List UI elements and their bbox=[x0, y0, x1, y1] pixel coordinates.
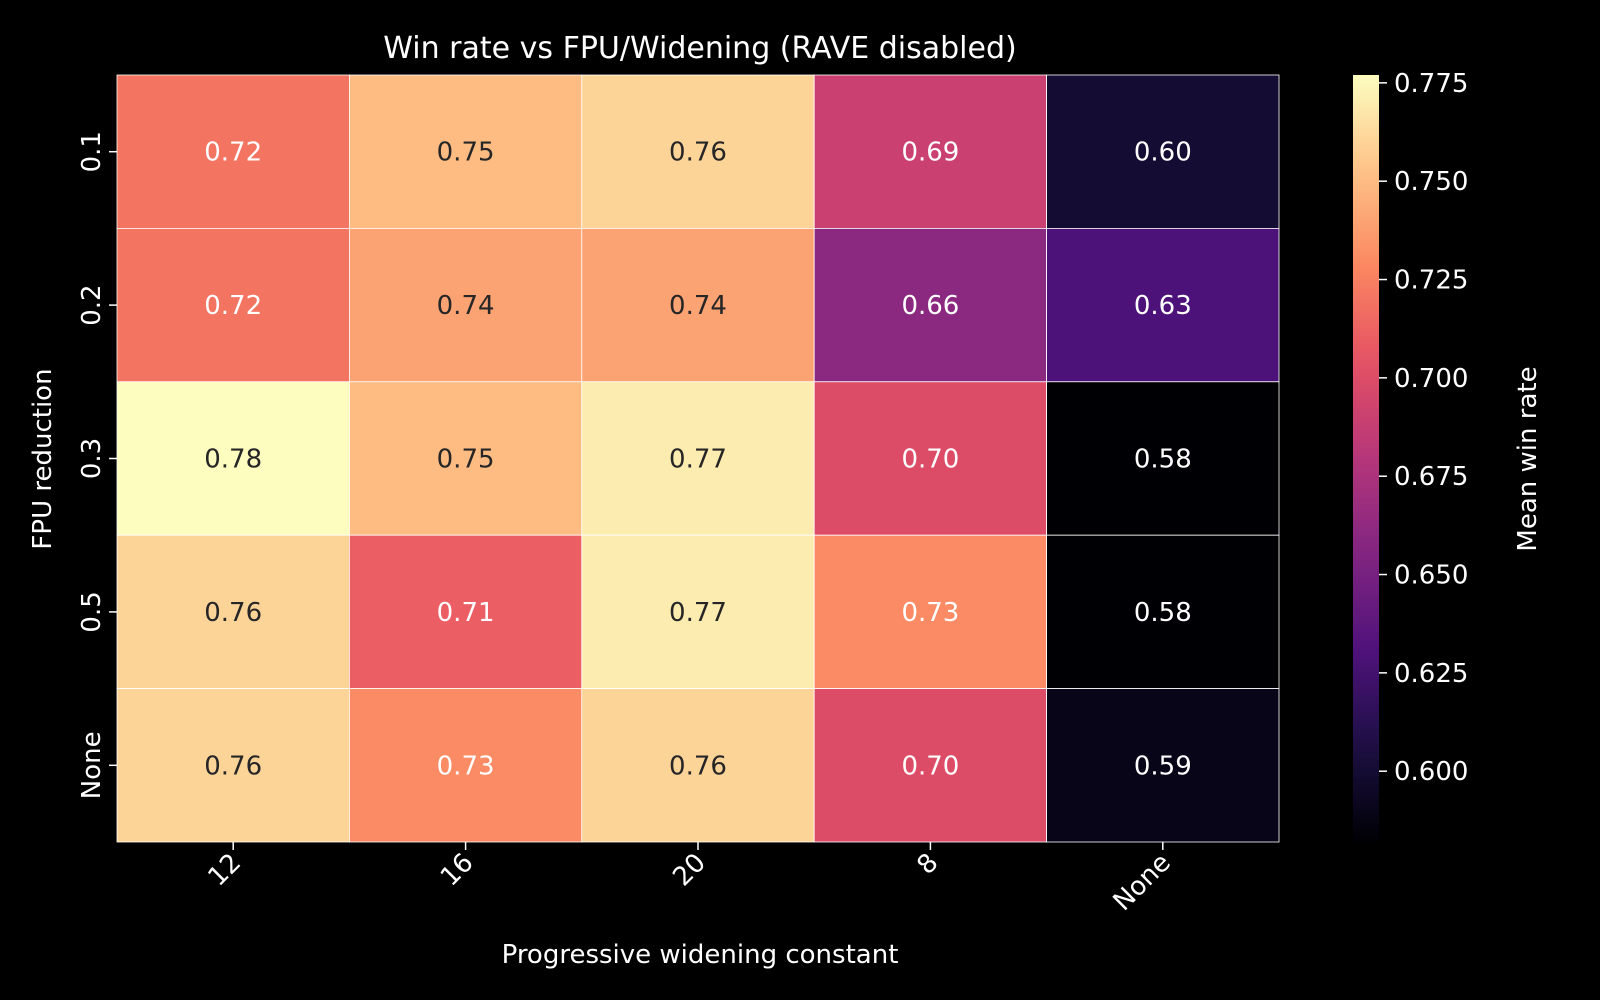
colorbar-tick-label: 0.675 bbox=[1394, 462, 1468, 492]
x-tick-label: 16 bbox=[435, 848, 480, 893]
colorbar-tick-label: 0.725 bbox=[1394, 266, 1468, 296]
cell-value-label: 0.73 bbox=[901, 598, 959, 628]
heatmap-cell bbox=[581, 381, 815, 536]
y-tick-label: 0.3 bbox=[77, 438, 107, 479]
cell-value-label: 0.60 bbox=[1134, 138, 1192, 168]
heatmap-cell bbox=[348, 688, 583, 843]
heatmap-cell bbox=[116, 74, 350, 229]
cell-value-label: 0.77 bbox=[669, 598, 727, 628]
heatmap-cell bbox=[348, 381, 583, 536]
heatmap-cell bbox=[1046, 74, 1280, 229]
x-tick-label: 20 bbox=[667, 848, 712, 893]
x-axis-label: Progressive widening constant bbox=[502, 940, 899, 970]
heatmap-cell bbox=[581, 227, 815, 383]
heatmap-cell bbox=[813, 74, 1048, 229]
y-tick-label: 0.5 bbox=[77, 591, 107, 632]
heatmap-cells: 0.72 0.75 0.76 0.69 0.60 0.72 0.74 0.74 0.66 0.63… bbox=[116, 74, 1280, 843]
colorbar-tick-label: 0.775 bbox=[1394, 69, 1468, 99]
heatmap-cell bbox=[116, 227, 350, 383]
y-axis: 0.1 0.2 0.3 0.5 None bbox=[77, 131, 117, 799]
colorbar-gradient bbox=[1353, 75, 1379, 842]
cell-value-label: 0.70 bbox=[901, 445, 959, 475]
heatmap-cell bbox=[581, 534, 815, 690]
y-tick-label: 0.1 bbox=[77, 131, 107, 172]
cell-value-label: 0.76 bbox=[669, 751, 727, 781]
heatmap-cell bbox=[1046, 534, 1280, 690]
heatmap-cell bbox=[813, 381, 1048, 536]
cell-value-label: 0.78 bbox=[204, 445, 262, 475]
colorbar-tick-label: 0.750 bbox=[1394, 167, 1468, 197]
heatmap-cell bbox=[581, 74, 815, 229]
cell-value-label: 0.76 bbox=[669, 138, 727, 168]
cell-value-label: 0.69 bbox=[901, 138, 959, 168]
colorbar: 0.600 0.625 0.650 0.675 0.700 0.725 0.750 0.775… bbox=[1353, 69, 1543, 842]
cell-value-label: 0.75 bbox=[437, 138, 495, 168]
x-tick-label: 8 bbox=[911, 848, 944, 881]
colorbar-tick-label: 0.650 bbox=[1394, 561, 1468, 591]
cell-value-label: 0.74 bbox=[669, 291, 727, 321]
heatmap-cell bbox=[1046, 381, 1280, 536]
cell-value-label: 0.72 bbox=[204, 291, 262, 321]
cell-value-label: 0.70 bbox=[901, 751, 959, 781]
y-axis-label: FPU reduction bbox=[28, 368, 58, 549]
y-tick-label: 0.2 bbox=[77, 284, 107, 325]
x-axis: 12 16 20 8 None bbox=[203, 842, 1177, 917]
heatmap-cell bbox=[348, 534, 583, 690]
colorbar-tick-label: 0.700 bbox=[1394, 364, 1468, 394]
cell-value-label: 0.75 bbox=[437, 445, 495, 475]
cell-value-label: 0.72 bbox=[204, 138, 262, 168]
heatmap-cell bbox=[116, 688, 350, 843]
cell-value-label: 0.73 bbox=[437, 751, 495, 781]
heatmap-cell bbox=[581, 688, 815, 843]
y-tick-label: None bbox=[77, 731, 107, 799]
heatmap-cell bbox=[1046, 688, 1280, 843]
colorbar-tick-label: 0.625 bbox=[1394, 659, 1468, 689]
cell-value-label: 0.76 bbox=[204, 598, 262, 628]
x-tick-label: None bbox=[1108, 848, 1177, 917]
cell-value-label: 0.58 bbox=[1134, 598, 1192, 628]
colorbar-tick-label: 0.600 bbox=[1394, 757, 1468, 787]
colorbar-ticks: 0.600 0.625 0.650 0.675 0.700 0.725 0.750 0.775 bbox=[1379, 69, 1468, 787]
x-tick-label: 12 bbox=[203, 848, 248, 893]
cell-value-label: 0.74 bbox=[437, 291, 495, 321]
heatmap-cell bbox=[348, 74, 583, 229]
colorbar-label: Mean win rate bbox=[1513, 366, 1543, 551]
cell-value-label: 0.63 bbox=[1134, 291, 1192, 321]
heatmap-cell bbox=[1046, 227, 1280, 383]
cell-value-label: 0.77 bbox=[669, 445, 727, 475]
heatmap-cell bbox=[813, 534, 1048, 690]
cell-value-label: 0.71 bbox=[437, 598, 495, 628]
cell-value-label: 0.59 bbox=[1134, 751, 1192, 781]
heatmap-cell bbox=[348, 227, 583, 383]
cell-value-label: 0.58 bbox=[1134, 445, 1192, 475]
cell-value-label: 0.76 bbox=[204, 751, 262, 781]
chart-title: Win rate vs FPU/Widening (RAVE disabled) bbox=[383, 31, 1016, 66]
cell-value-label: 0.66 bbox=[901, 291, 959, 321]
